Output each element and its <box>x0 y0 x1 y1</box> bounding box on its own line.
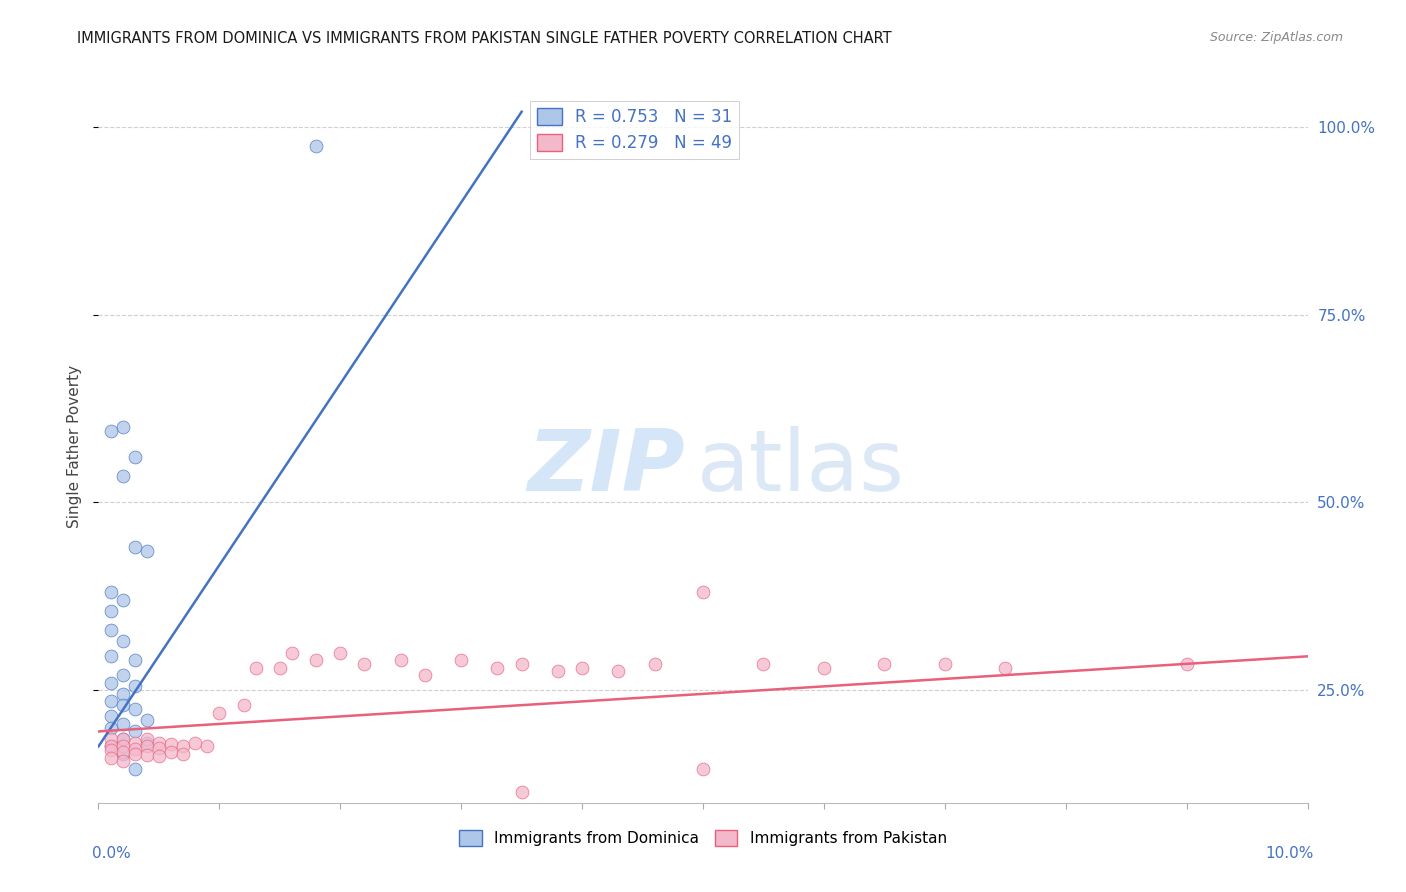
Point <box>124 747 146 761</box>
Point <box>329 646 352 660</box>
Legend: Immigrants from Dominica, Immigrants from Pakistan: Immigrants from Dominica, Immigrants fro… <box>453 824 953 852</box>
Point <box>148 736 170 750</box>
Point <box>111 755 134 769</box>
Point <box>111 731 134 746</box>
Point <box>305 653 328 667</box>
Point <box>873 657 896 671</box>
Point <box>148 749 170 764</box>
Point <box>281 646 304 660</box>
Point <box>100 424 122 438</box>
Text: atlas: atlas <box>697 425 905 509</box>
Point <box>135 731 157 746</box>
Point <box>160 745 183 759</box>
Point <box>510 657 533 671</box>
Point <box>100 604 122 618</box>
Point <box>148 741 170 756</box>
Point <box>160 737 183 751</box>
Point <box>100 739 122 754</box>
Point <box>100 649 122 664</box>
Point <box>172 747 194 761</box>
Point <box>124 450 146 465</box>
Point <box>607 665 630 679</box>
Point <box>135 739 157 754</box>
Point <box>124 679 146 693</box>
Text: IMMIGRANTS FROM DOMINICA VS IMMIGRANTS FROM PAKISTAN SINGLE FATHER POVERTY CORRE: IMMIGRANTS FROM DOMINICA VS IMMIGRANTS F… <box>77 31 891 46</box>
Text: ZIP: ZIP <box>527 425 685 509</box>
Point <box>389 653 412 667</box>
Point <box>124 541 146 555</box>
Point <box>232 698 254 713</box>
Point <box>208 706 231 720</box>
Point <box>124 741 146 756</box>
Point <box>100 739 122 754</box>
Y-axis label: Single Father Poverty: Single Father Poverty <box>67 365 83 527</box>
Text: 0.0%: 0.0% <box>93 846 131 861</box>
Point <box>135 713 157 727</box>
Point <box>353 657 375 671</box>
Point <box>100 750 122 764</box>
Point <box>124 724 146 739</box>
Point <box>124 653 146 667</box>
Point <box>100 743 122 757</box>
Point <box>692 585 714 599</box>
Point <box>245 660 267 674</box>
Point <box>486 660 509 674</box>
Point <box>100 585 122 599</box>
Point <box>547 665 569 679</box>
Point <box>111 634 134 648</box>
Point <box>100 694 122 708</box>
Point <box>184 736 207 750</box>
Point <box>100 721 122 735</box>
Point <box>269 660 291 674</box>
Point <box>450 653 472 667</box>
Point <box>934 657 956 671</box>
Point <box>124 762 146 776</box>
Point <box>124 702 146 716</box>
Point <box>571 660 593 674</box>
Point <box>135 544 157 558</box>
Point <box>1175 657 1198 671</box>
Point <box>111 731 134 746</box>
Point <box>111 747 134 761</box>
Point <box>305 138 328 153</box>
Point <box>813 660 835 674</box>
Text: Source: ZipAtlas.com: Source: ZipAtlas.com <box>1209 31 1343 45</box>
Point <box>994 660 1017 674</box>
Point <box>100 675 122 690</box>
Point <box>111 420 134 434</box>
Point <box>692 762 714 776</box>
Point <box>510 784 533 798</box>
Point <box>644 657 666 671</box>
Point <box>111 687 134 701</box>
Point <box>111 469 134 483</box>
Point <box>124 736 146 750</box>
Point <box>111 745 134 759</box>
Point <box>135 736 157 750</box>
Point <box>752 657 775 671</box>
Point <box>111 593 134 607</box>
Point <box>111 717 134 731</box>
Text: 10.0%: 10.0% <box>1265 846 1313 861</box>
Point <box>111 698 134 713</box>
Point <box>100 731 122 746</box>
Point <box>100 623 122 637</box>
Point <box>100 709 122 723</box>
Point <box>111 668 134 682</box>
Point <box>111 739 134 754</box>
Point <box>413 668 436 682</box>
Point <box>195 739 218 754</box>
Point <box>172 739 194 754</box>
Point <box>135 748 157 763</box>
